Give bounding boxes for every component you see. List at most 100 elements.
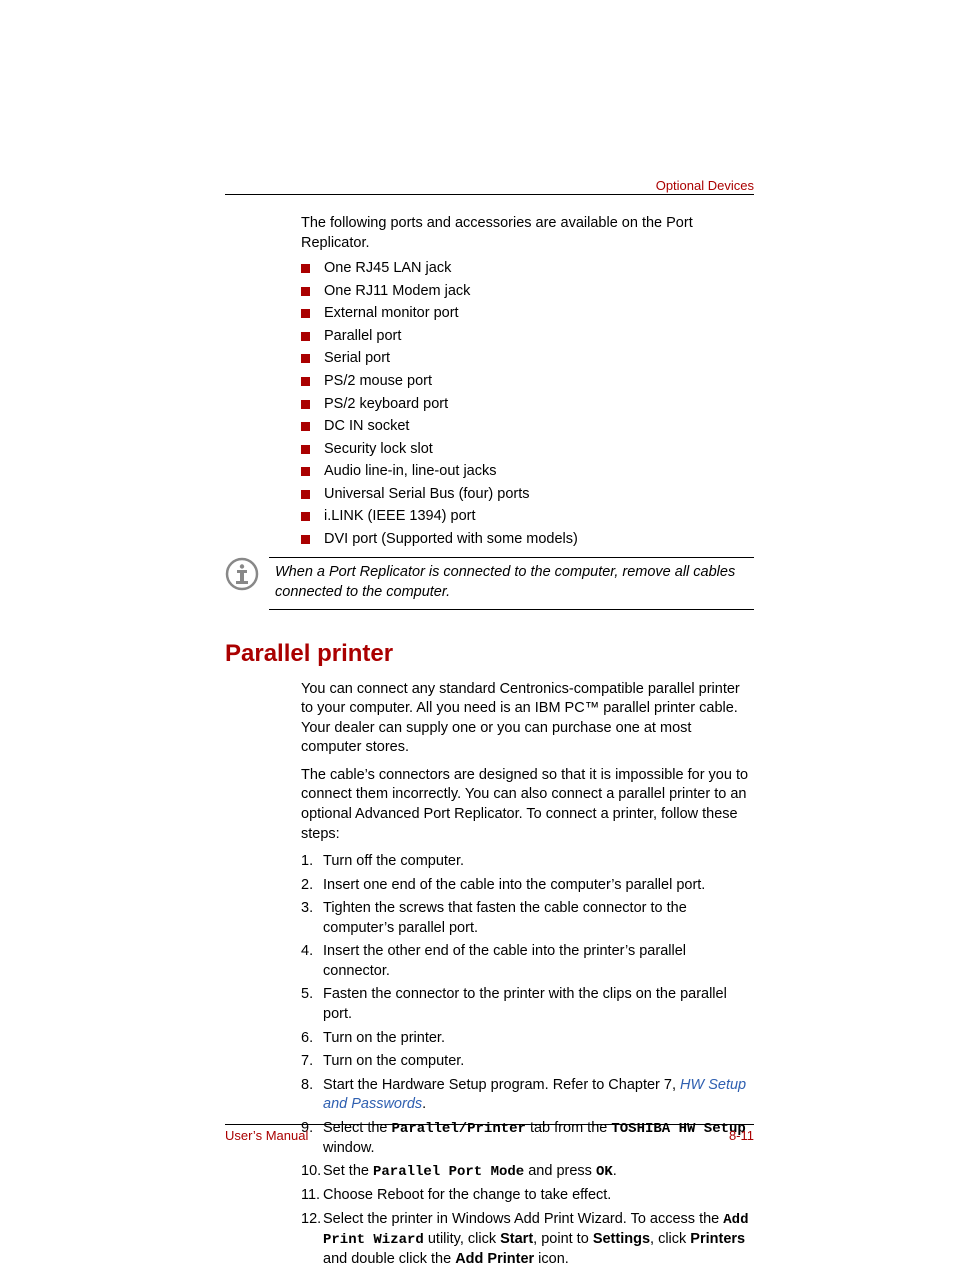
list-item: Universal Serial Bus (four) ports: [301, 485, 754, 505]
list-item-text: One RJ11 Modem jack: [324, 282, 470, 302]
step-text: Start the Hardware Setup program. Refer …: [323, 1076, 754, 1115]
step-text: Select the printer in Windows Add Print …: [323, 1210, 754, 1269]
footer-rule: [225, 1124, 754, 1125]
ui-mono: Parallel Port Mode: [373, 1164, 524, 1180]
steps-list: 1.Turn off the computer. 2.Insert one en…: [301, 852, 754, 1269]
body-paragraph: You can connect any standard Centronics-…: [301, 680, 754, 758]
ui-bold: Settings: [593, 1231, 650, 1247]
ui-mono: OK: [596, 1164, 613, 1180]
bullet-icon: [301, 309, 310, 318]
text-run: Start the Hardware Setup program. Refer …: [323, 1077, 680, 1093]
info-icon: [225, 557, 259, 591]
list-item-text: DVI port (Supported with some models): [324, 530, 578, 550]
step-item: 8. Start the Hardware Setup program. Ref…: [301, 1076, 754, 1115]
section-heading: Parallel printer: [225, 640, 754, 668]
list-item-text: PS/2 keyboard port: [324, 395, 448, 415]
step-item: 6.Turn on the printer.: [301, 1029, 754, 1049]
step-item: 7.Turn on the computer.: [301, 1052, 754, 1072]
text-run: .: [613, 1163, 617, 1179]
step-text: Turn off the computer.: [323, 852, 754, 872]
body-paragraph: The cable’s connectors are designed so t…: [301, 766, 754, 844]
bullet-icon: [301, 422, 310, 431]
step-text: Turn on the computer.: [323, 1052, 754, 1072]
list-item-text: Parallel port: [324, 327, 401, 347]
list-item: PS/2 mouse port: [301, 372, 754, 392]
port-list: One RJ45 LAN jack One RJ11 Modem jack Ex…: [301, 259, 754, 549]
bullet-icon: [301, 467, 310, 476]
text-run: and double click the: [323, 1251, 455, 1267]
step-item: 12. Select the printer in Windows Add Pr…: [301, 1210, 754, 1269]
step-number: 7.: [301, 1052, 323, 1072]
bullet-icon: [301, 512, 310, 521]
step-text: Insert the other end of the cable into t…: [323, 942, 754, 981]
step-text: Insert one end of the cable into the com…: [323, 876, 754, 896]
step-text: Tighten the screws that fasten the cable…: [323, 899, 754, 938]
list-item-text: One RJ45 LAN jack: [324, 259, 451, 279]
list-item-text: External monitor port: [324, 304, 459, 324]
list-item: PS/2 keyboard port: [301, 395, 754, 415]
list-item-text: PS/2 mouse port: [324, 372, 432, 392]
step-item: 3.Tighten the screws that fasten the cab…: [301, 899, 754, 938]
list-item-text: Universal Serial Bus (four) ports: [324, 485, 530, 505]
step-text: Choose Reboot for the change to take eff…: [323, 1186, 754, 1206]
step-number: 8.: [301, 1076, 323, 1096]
ui-bold: Add Printer: [455, 1251, 534, 1267]
list-item: DC IN socket: [301, 417, 754, 437]
list-item: i.LINK (IEEE 1394) port: [301, 507, 754, 527]
text-run: window.: [323, 1140, 375, 1156]
step-number: 12.: [301, 1210, 323, 1230]
list-item: Parallel port: [301, 327, 754, 347]
step-number: 11.: [301, 1186, 323, 1206]
list-item-text: DC IN socket: [324, 417, 409, 437]
footer-manual-label: User’s Manual: [225, 1128, 308, 1143]
content-area: The following ports and accessories are …: [225, 214, 754, 1273]
ui-bold: Start: [500, 1231, 533, 1247]
step-number: 1.: [301, 852, 323, 872]
step-item: 4.Insert the other end of the cable into…: [301, 942, 754, 981]
step-number: 2.: [301, 876, 323, 896]
bullet-icon: [301, 400, 310, 409]
note-block: When a Port Replicator is connected to t…: [225, 557, 754, 609]
text-run: , click: [650, 1231, 690, 1247]
list-item: One RJ45 LAN jack: [301, 259, 754, 279]
step-number: 4.: [301, 942, 323, 962]
bullet-icon: [301, 490, 310, 499]
step-number: 3.: [301, 899, 323, 919]
text-run: , point to: [533, 1231, 593, 1247]
bullet-icon: [301, 332, 310, 341]
list-item-text: i.LINK (IEEE 1394) port: [324, 507, 476, 527]
list-item: Security lock slot: [301, 440, 754, 460]
step-number: 10.: [301, 1162, 323, 1182]
step-number: 5.: [301, 985, 323, 1005]
bullet-icon: [301, 445, 310, 454]
text-run: icon.: [534, 1251, 569, 1267]
text-run: Set the: [323, 1163, 373, 1179]
text-run: Select the printer in Windows Add Print …: [323, 1211, 723, 1227]
bullet-icon: [301, 354, 310, 363]
step-text: Fasten the connector to the printer with…: [323, 985, 754, 1024]
bullet-icon: [301, 535, 310, 544]
text-run: Select the: [323, 1120, 392, 1136]
list-item-text: Security lock slot: [324, 440, 433, 460]
text-run: and press: [524, 1163, 596, 1179]
text-run: .: [422, 1096, 426, 1112]
footer-page-number: 8-11: [729, 1128, 754, 1143]
step-text: Set the Parallel Port Mode and press OK.: [323, 1162, 754, 1182]
step-item: 1.Turn off the computer.: [301, 852, 754, 872]
bullet-icon: [301, 287, 310, 296]
intro-text: The following ports and accessories are …: [301, 214, 754, 253]
header-section-label: Optional Devices: [656, 178, 754, 193]
step-number: 6.: [301, 1029, 323, 1049]
step-item: 11. Choose Reboot for the change to take…: [301, 1186, 754, 1206]
step-item: 2.Insert one end of the cable into the c…: [301, 876, 754, 896]
text-run: tab from the: [526, 1120, 611, 1136]
step-text: Turn on the printer.: [323, 1029, 754, 1049]
ui-bold: Printers: [690, 1231, 745, 1247]
step-item: 5.Fasten the connector to the printer wi…: [301, 985, 754, 1024]
note-text: When a Port Replicator is connected to t…: [269, 557, 754, 609]
list-item: Audio line-in, line-out jacks: [301, 462, 754, 482]
list-item-text: Audio line-in, line-out jacks: [324, 462, 496, 482]
header-rule: [225, 194, 754, 195]
list-item: External monitor port: [301, 304, 754, 324]
bullet-icon: [301, 264, 310, 273]
